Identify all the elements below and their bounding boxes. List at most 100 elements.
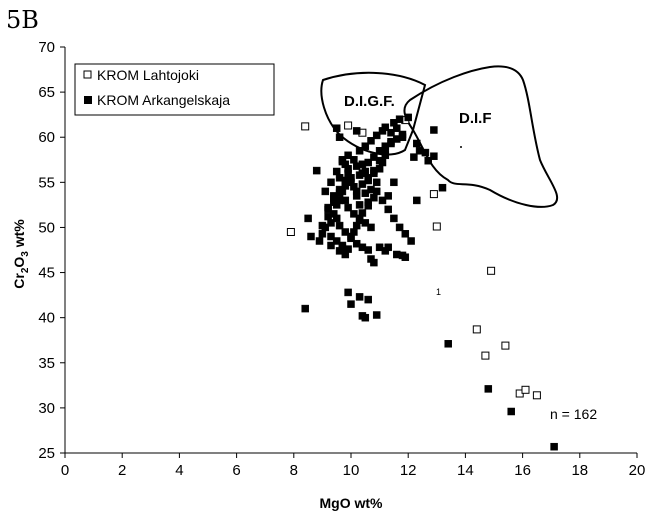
x-tick-label: 12 [400,462,417,479]
arkangelskaja-point [341,228,350,236]
arkangelskaja-point [355,293,364,301]
arkangelskaja-point [347,300,355,308]
y-tick-label: 30 [38,400,55,417]
y-axis-title-mid: O [11,257,27,268]
x-tick-label: 10 [343,462,360,479]
arkangelskaja-point [335,133,344,141]
arkangelskaja-point [327,241,335,250]
arkangelskaja-point [550,442,558,451]
y-tick-label: 70 [38,39,55,56]
arkangelskaja-point [390,178,398,187]
arkangelskaja-point [430,152,438,160]
region-label-digf: D.I.G.F. [344,93,395,110]
x-tick-label: 16 [514,462,531,479]
x-tick-label: 0 [61,462,69,479]
sample-count-annotation: n = 162 [550,406,597,422]
arkangelskaja-point [361,142,370,150]
arkangelskaja-point [367,137,375,145]
region-label-dif: D.I.F [459,110,492,127]
arkangelskaja-point [381,247,390,255]
arkangelskaja-point [344,165,352,173]
y-tick-label: 55 [38,174,55,191]
arkangelskaja-point [404,113,412,122]
arkangelskaja-point [413,139,421,148]
region-dif-outline [403,65,559,208]
arkangelskaja-point [410,153,418,161]
legend-box [74,63,275,116]
arkangelskaja-point [372,311,381,319]
y-tick-label: 35 [38,355,55,372]
arkangelskaja-point [307,232,315,241]
x-tick-label: 4 [175,462,183,479]
arkangelskaja-point [381,146,390,154]
lahtojoki-point [344,121,353,130]
arkangelskaja-point [355,201,364,209]
arkangelskaja-point [421,148,430,157]
y-axis-title-sub2: 3 [20,251,31,257]
arkangelskaja-point [332,124,341,132]
arkangelskaja-point [327,232,335,241]
arkangelskaja-point [327,178,335,187]
legend: KROM Lahtojoki KROM Arkangelskaja [74,63,275,116]
lahtojoki-point [472,325,481,334]
stray-label: 1 [436,287,441,297]
y-tick-label: 50 [38,219,55,236]
region-digf-outline [320,71,427,156]
arkangelskaja-point [364,158,372,167]
lahtojoki-point [429,190,438,199]
lahtojoki-point [487,266,496,275]
arkangelskaja-point [361,313,370,322]
arkangelskaja-point [367,223,375,232]
x-tick-label: 8 [290,462,298,479]
arkangelskaja-point [321,187,330,196]
arkangelskaja-point [301,304,309,313]
arkangelskaja-point [312,166,321,175]
arkangelskaja-point [413,196,421,205]
arkangelskaja-point [372,187,381,196]
y-axis-title: Cr2O3 wt% [11,219,31,289]
arkangelskaja-point [344,203,352,212]
arkangelskaja-point [344,288,352,297]
lahtojoki-point [481,351,490,360]
arkangelskaja-point [335,189,344,197]
legend-marker-lahtojoki [83,70,92,79]
arkangelskaja-point [372,131,381,140]
arkangelskaja-point [352,127,361,135]
arkangelskaja-point [338,157,347,166]
arkangelskaja-point [370,193,378,202]
arkangelskaja-point [318,221,327,230]
arkangelskaja-point [381,123,390,132]
arkangelskaja-point [390,214,398,223]
lahtojoki-point [501,341,510,350]
arkangelskaja-point [401,253,410,261]
y-tick-label: 40 [38,310,55,327]
arkangelskaja-point [401,230,410,238]
arkangelskaja-point [364,202,372,210]
arkangelskaja-point [350,210,358,218]
arkangelskaja-point [378,196,387,205]
arkangelskaja-point [364,295,372,304]
arkangelskaja-point [387,128,395,137]
arkangelskaja-point [341,196,350,205]
arkangelskaja-point [444,340,452,348]
lahtojoki-point [521,385,530,394]
arkangelskaja-point [318,230,327,238]
arkangelskaja-point [347,232,355,241]
legend-marker-arkangelskaja [84,96,92,104]
arkangelskaja-point [370,166,378,175]
arkangelskaja-point [438,183,447,192]
arkangelskaja-point [358,169,367,178]
y-axis-title-suffix: wt% [11,219,27,251]
arkangelskaja-point [315,237,324,245]
data-points [286,113,558,451]
arkangelskaja-point [484,385,493,393]
arkangelskaja-point [304,214,312,223]
y-tick-label: 25 [38,445,55,462]
x-axis-title: MgO wt% [320,495,384,511]
arkangelskaja-point [332,237,341,245]
arkangelskaja-point [372,178,381,187]
arkangelskaja-point [375,156,384,165]
arkangelskaja-point [324,203,332,212]
arkangelskaja-point [395,223,404,232]
